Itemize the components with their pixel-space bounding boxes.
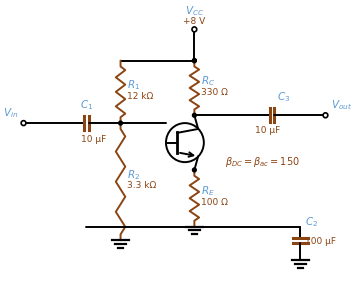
Text: $R_C$: $R_C$ — [201, 74, 215, 88]
Text: $C_3$: $C_3$ — [277, 90, 290, 103]
Text: $C_1$: $C_1$ — [80, 99, 93, 112]
Circle shape — [193, 59, 196, 63]
Text: 3.3 kΩ: 3.3 kΩ — [127, 181, 156, 190]
Text: $V_{in}$: $V_{in}$ — [3, 106, 18, 120]
Text: 100 Ω: 100 Ω — [201, 198, 228, 207]
Text: $R_2$: $R_2$ — [127, 168, 140, 181]
Circle shape — [21, 121, 26, 126]
Text: $R_1$: $R_1$ — [127, 78, 140, 92]
Text: 12 kΩ: 12 kΩ — [127, 92, 153, 101]
Text: $V_{out}$: $V_{out}$ — [331, 99, 352, 112]
Text: $C_2$: $C_2$ — [305, 215, 318, 229]
Text: $R_E$: $R_E$ — [201, 184, 215, 198]
Circle shape — [193, 168, 196, 172]
Text: $\beta_{DC} = \beta_{ac} = 150$: $\beta_{DC} = \beta_{ac} = 150$ — [225, 155, 299, 169]
Text: 10 μF: 10 μF — [255, 126, 280, 135]
Circle shape — [119, 121, 122, 125]
Text: 100 μF: 100 μF — [305, 237, 336, 246]
Circle shape — [193, 113, 196, 117]
Text: $V_{CC}$: $V_{CC}$ — [185, 4, 204, 18]
Text: 10 μF: 10 μF — [81, 135, 106, 144]
Text: 330 Ω: 330 Ω — [201, 88, 228, 97]
Circle shape — [193, 59, 196, 63]
Circle shape — [323, 113, 328, 118]
Circle shape — [192, 27, 197, 32]
Text: +8 V: +8 V — [183, 18, 205, 26]
